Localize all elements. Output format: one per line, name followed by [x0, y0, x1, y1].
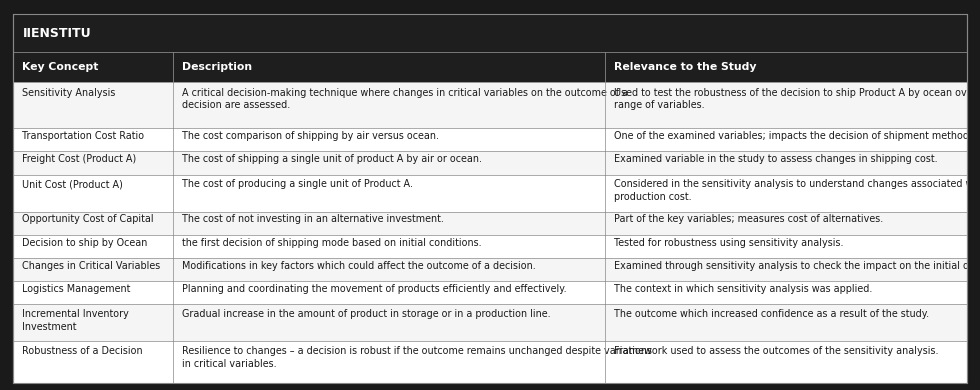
Text: Resilience to changes – a decision is robust if the outcome remains unchanged de: Resilience to changes – a decision is ro…	[182, 346, 652, 369]
Bar	[13, 258, 967, 281]
Bar	[13, 128, 967, 151]
Text: The context in which sensitivity analysis was applied.: The context in which sensitivity analysi…	[614, 284, 873, 294]
Text: Opportunity Cost of Capital: Opportunity Cost of Capital	[22, 215, 153, 224]
Text: A critical decision-making technique where changes in critical variables on the : A critical decision-making technique whe…	[182, 87, 628, 110]
Text: The cost comparison of shipping by air versus ocean.: The cost comparison of shipping by air v…	[182, 131, 439, 141]
Text: The outcome which increased confidence as a result of the study.: The outcome which increased confidence a…	[614, 309, 929, 319]
Text: Transportation Cost Ratio: Transportation Cost Ratio	[22, 131, 144, 141]
Bar	[13, 281, 967, 304]
Bar	[13, 304, 967, 341]
Text: Used to test the robustness of the decision to ship Product A by ocean over a wi: Used to test the robustness of the decis…	[614, 87, 980, 110]
Text: Examined variable in the study to assess changes in shipping cost.: Examined variable in the study to assess…	[614, 154, 938, 164]
Text: The cost of shipping a single unit of product A by air or ocean.: The cost of shipping a single unit of pr…	[182, 154, 482, 164]
Bar	[13, 14, 967, 52]
Text: Description: Description	[182, 62, 252, 72]
Text: One of the examined variables; impacts the decision of shipment method.: One of the examined variables; impacts t…	[614, 131, 972, 141]
Text: Robustness of a Decision: Robustness of a Decision	[22, 346, 142, 356]
Bar	[13, 341, 967, 383]
Text: Examined through sensitivity analysis to check the impact on the initial decisio: Examined through sensitivity analysis to…	[614, 261, 980, 271]
Bar	[13, 52, 967, 82]
Text: Key Concept: Key Concept	[22, 62, 98, 72]
Text: Gradual increase in the amount of product in storage or in a production line.: Gradual increase in the amount of produc…	[182, 309, 551, 319]
Text: The cost of not investing in an alternative investment.: The cost of not investing in an alternat…	[182, 215, 444, 224]
Text: Sensitivity Analysis: Sensitivity Analysis	[22, 87, 115, 98]
Bar	[13, 212, 967, 235]
Text: Framework used to assess the outcomes of the sensitivity analysis.: Framework used to assess the outcomes of…	[614, 346, 939, 356]
Bar	[13, 151, 967, 175]
Text: Modifications in key factors which could affect the outcome of a decision.: Modifications in key factors which could…	[182, 261, 536, 271]
Text: Planning and coordinating the movement of products efficiently and effectively.: Planning and coordinating the movement o…	[182, 284, 566, 294]
Text: Decision to ship by Ocean: Decision to ship by Ocean	[22, 238, 147, 248]
Text: Changes in Critical Variables: Changes in Critical Variables	[22, 261, 160, 271]
Text: Relevance to the Study: Relevance to the Study	[614, 62, 757, 72]
Text: Considered in the sensitivity analysis to understand changes associated with
pro: Considered in the sensitivity analysis t…	[614, 179, 980, 202]
Text: The cost of producing a single unit of Product A.: The cost of producing a single unit of P…	[182, 179, 413, 189]
Text: the first decision of shipping mode based on initial conditions.: the first decision of shipping mode base…	[182, 238, 481, 248]
Bar	[13, 175, 967, 212]
Text: Freight Cost (Product A): Freight Cost (Product A)	[22, 154, 136, 164]
Bar	[13, 82, 967, 128]
Text: Logistics Management: Logistics Management	[22, 284, 130, 294]
Text: IIENSTITU: IIENSTITU	[23, 27, 91, 39]
Text: Incremental Inventory
Investment: Incremental Inventory Investment	[22, 309, 128, 332]
Bar	[13, 235, 967, 258]
Text: Part of the key variables; measures cost of alternatives.: Part of the key variables; measures cost…	[614, 215, 884, 224]
Text: Unit Cost (Product A): Unit Cost (Product A)	[22, 179, 123, 189]
Text: Tested for robustness using sensitivity analysis.: Tested for robustness using sensitivity …	[614, 238, 844, 248]
